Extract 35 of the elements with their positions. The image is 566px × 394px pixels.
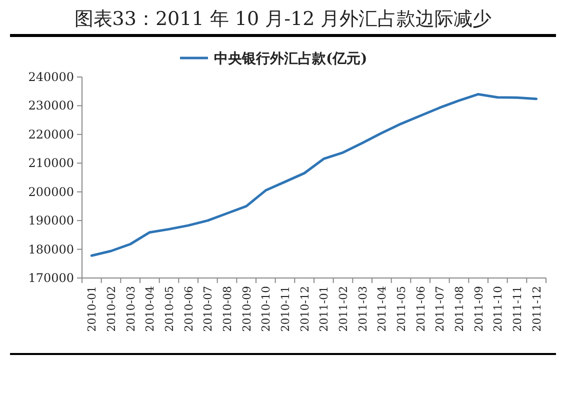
x-tick-label: 2011-12 bbox=[530, 286, 544, 332]
y-tick-label: 190000 bbox=[28, 214, 74, 228]
x-tick-label: 2011-09 bbox=[472, 286, 486, 332]
y-tick-label: 170000 bbox=[28, 271, 74, 285]
x-tick-label: 2010-09 bbox=[240, 286, 254, 332]
x-tick-label: 2010-03 bbox=[124, 286, 138, 332]
x-tick-label: 2011-10 bbox=[492, 286, 505, 332]
x-tick-label: 2010-10 bbox=[260, 286, 273, 332]
x-tick-label: 2010-12 bbox=[298, 286, 312, 332]
x-tick-label: 2011-11 bbox=[511, 286, 524, 332]
y-tick-label: 180000 bbox=[28, 242, 74, 256]
x-tick-label: 2011-03 bbox=[356, 286, 370, 332]
x-tick-label: 2011-08 bbox=[453, 286, 466, 332]
y-tick-label: 230000 bbox=[28, 98, 74, 113]
x-tick-label: 2011-04 bbox=[376, 286, 389, 332]
x-tick-label: 2011-05 bbox=[395, 286, 408, 332]
x-tick-label: 2010-07 bbox=[202, 286, 215, 332]
legend-label: 中央银行外汇占款(亿元) bbox=[214, 51, 368, 67]
y-tick-label: 240000 bbox=[28, 70, 74, 84]
x-tick-label: 2011-01 bbox=[318, 286, 331, 332]
x-tick-label: 2010-05 bbox=[163, 286, 176, 332]
y-tick-label: 210000 bbox=[28, 156, 74, 170]
y-tick-label: 220000 bbox=[28, 127, 74, 142]
x-tick-label: 2011-07 bbox=[434, 286, 447, 332]
x-tick-label: 2011-06 bbox=[414, 286, 428, 332]
x-tick-label: 2010-01 bbox=[86, 286, 99, 332]
x-tick-label: 2011-02 bbox=[337, 286, 350, 332]
x-tick-label: 2010-06 bbox=[182, 286, 196, 332]
x-tick-label: 2010-08 bbox=[221, 286, 234, 332]
x-tick-label: 2010-04 bbox=[144, 286, 157, 332]
x-tick-label: 2010-02 bbox=[105, 286, 118, 332]
chart-title: 图表33：2011 年 10 月-12 月外汇占款边际减少 bbox=[74, 8, 492, 30]
line-series bbox=[90, 92, 538, 257]
x-tick-label: 2010-11 bbox=[279, 286, 292, 332]
y-tick-label: 200000 bbox=[28, 184, 74, 199]
